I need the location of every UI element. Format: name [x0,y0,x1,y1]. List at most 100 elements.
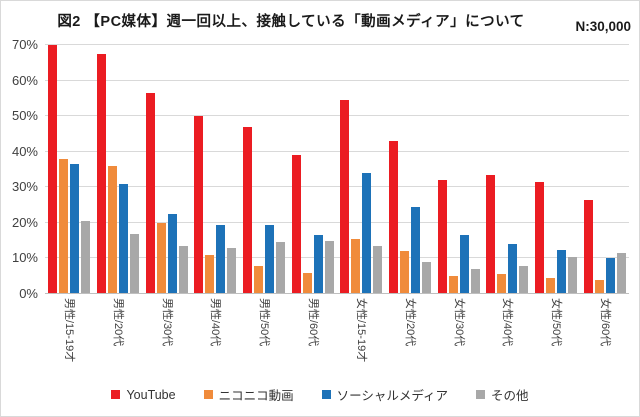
x-axis-category-label: 男性/50代 [258,298,270,347]
other-bar [470,269,480,294]
bar-group [580,45,629,294]
bar-group [240,45,289,294]
youtube-bar [291,155,301,294]
bar-group [191,45,240,294]
niconico-bar [497,274,507,294]
x-axis-line [45,293,629,294]
gridline [45,79,629,81]
social-bar [508,244,518,294]
bar-group [386,45,435,294]
y-axis-tick-label: 30% [11,179,38,195]
social-legend-swatch [321,390,331,399]
x-axis-category-label: 女性/50代 [550,298,562,347]
legend: YouTube ニコニコ動画 ソーシャルメディア その他 [1,385,639,404]
x-axis-category-label: 女性/15-19才 [355,298,368,363]
youtube-bar [583,199,593,294]
y-axis-tick-label: 10% [11,250,38,266]
youtube-legend-label: YouTube [126,387,176,402]
bars-layer [45,45,629,294]
youtube-bar [437,180,447,294]
bar-group [288,45,337,294]
social-bar [313,235,323,294]
other-bar [324,240,334,294]
gridline [45,257,629,259]
niconico-bar [594,279,604,294]
gridline [45,150,629,152]
x-axis-category-label: 男性/40代 [209,298,222,347]
niconico-bar [448,276,458,294]
niconico-bar [400,251,410,294]
bar-group [532,45,581,294]
social-bar [411,206,421,294]
other-bar [568,256,578,294]
legend-item-niconico: ニコニコ動画 [203,385,294,404]
youtube-legend-swatch [111,390,121,399]
social-bar [605,258,615,294]
youtube-bar [535,181,545,294]
legend-item-social: ソーシャルメディア [321,385,448,404]
other-bar [616,253,626,294]
social-bar [557,249,567,294]
bar-group [45,45,94,294]
bar-group [434,45,483,294]
niconico-bar [156,222,166,294]
other-bar [81,221,91,294]
y-axis-tick-label: 50% [11,108,38,124]
social-legend-label: ソーシャルメディア [336,389,448,403]
social-bar [265,224,275,294]
niconico-bar [59,158,69,294]
x-axis-category-label: 女性/40代 [501,298,514,347]
gridline [45,44,629,45]
gridline [45,221,629,223]
niconico-bar [302,272,312,294]
legend-item-other: その他 [476,385,529,404]
niconico-bar [205,254,215,294]
x-axis-category-label: 女性/30代 [452,298,465,347]
bar-group [337,45,386,294]
y-axis-tick-label: 40% [11,143,38,159]
y-axis-tick-label: 20% [11,214,38,230]
other-bar [519,265,529,294]
bar-group [483,45,532,294]
social-bar [216,224,226,294]
youtube-bar [194,116,204,294]
x-axis-category-label: 女性/20代 [404,298,416,347]
niconico-bar [546,278,556,294]
youtube-bar [486,174,496,294]
y-axis-tick-label: 60% [11,72,38,88]
x-axis-category-label: 女性/60代 [598,298,611,347]
other-bar [178,245,188,294]
gridline [45,115,629,117]
x-axis-category-label: 男性/15-19才 [63,298,76,363]
social-bar [167,213,177,294]
niconico-bar [108,165,117,294]
social-bar [70,164,80,294]
sample-size-label: N:30,000 [575,19,631,34]
bar-group [94,45,143,294]
social-bar [459,235,469,294]
legend-item-youtube: YouTube [111,387,176,402]
social-bar [119,183,128,294]
other-legend-swatch [476,390,485,399]
youtube-bar [389,141,399,294]
other-legend-label: その他 [491,389,529,403]
youtube-bar [145,93,155,294]
other-bar [373,245,383,294]
youtube-bar [48,45,58,294]
niconico-bar [254,265,264,294]
niconico-legend-swatch [203,390,213,399]
y-axis-tick-label: 70% [11,37,38,52]
plot-area [45,44,629,294]
niconico-legend-label: ニコニコ動画 [218,389,294,403]
youtube-bar [340,100,350,294]
other-bar [276,242,286,294]
youtube-bar [97,53,106,294]
x-axis-category-label: 男性/30代 [160,298,173,347]
niconico-bar [351,238,361,294]
gridline [45,186,629,188]
y-axis-tick-label: 0% [19,286,38,301]
youtube-bar [243,126,253,294]
other-bar [130,233,139,294]
x-axis-category-label: 男性/60代 [306,298,319,347]
